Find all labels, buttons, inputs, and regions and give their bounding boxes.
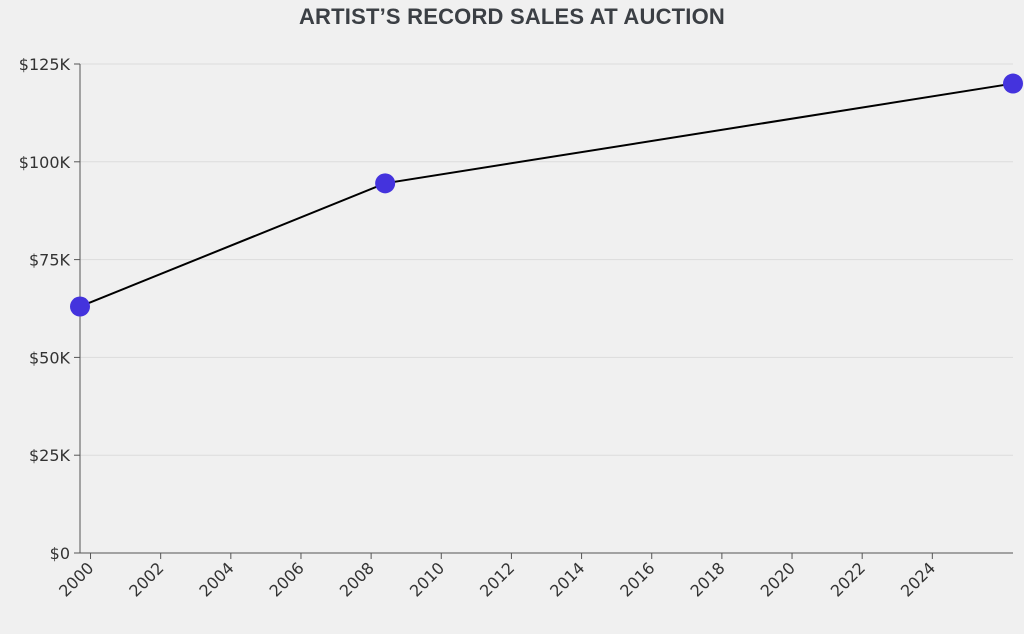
y-axis-ticks: $0 $25K $50K $75K $100K $125K [19,55,80,563]
data-point[interactable] [375,173,396,194]
gridlines [80,63,1013,456]
y-tick-label: $100K [19,153,71,172]
x-tick-label: 2020 [757,558,799,600]
x-tick-label: 2008 [336,558,378,600]
x-tick-label: 2012 [476,558,518,600]
x-tick-label: 2018 [686,558,728,600]
data-point[interactable] [1003,73,1023,94]
y-tick-label: $25K [29,446,71,465]
series-line [79,82,1014,308]
axes [79,64,1013,554]
x-tick-label: 2014 [546,558,588,600]
data-series [70,73,1023,317]
x-axis-ticks: 2000 2002 2004 2006 2008 2010 2012 2014 2016 2018… [55,553,939,601]
x-tick-label: 2016 [616,558,658,600]
x-tick-label: 2024 [897,558,939,600]
x-tick-label: 2004 [195,558,237,600]
y-tick-label: $125K [19,55,71,74]
data-point[interactable] [70,296,90,317]
x-tick-label: 2022 [827,558,869,600]
x-tick-label: 2002 [125,558,167,600]
chart-title: ARTIST’S RECORD SALES AT AUCTION [298,4,726,29]
x-tick-label: 2000 [55,558,97,600]
y-tick-label: $75K [29,251,71,270]
y-tick-label: $0 [50,544,70,563]
x-tick-label: 2006 [266,558,308,600]
y-tick-label: $50K [29,348,71,367]
x-tick-label: 2010 [406,558,448,600]
